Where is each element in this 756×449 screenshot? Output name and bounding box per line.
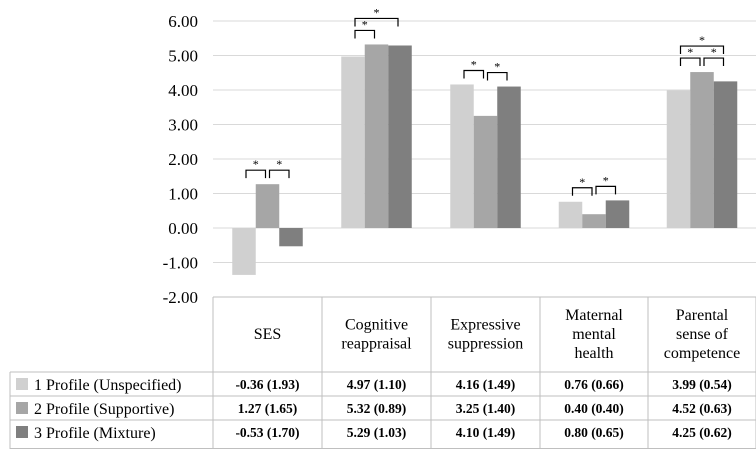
- bar: [473, 115, 498, 228]
- significance-bracket: [245, 169, 267, 179]
- significance-star: *: [253, 157, 259, 171]
- legend-swatch: [16, 378, 28, 390]
- bar: [364, 44, 389, 229]
- table-cell: 5.32 (0.89): [347, 401, 407, 416]
- bar: [279, 228, 303, 247]
- bar: [558, 201, 583, 228]
- significance-bracket: [463, 69, 485, 79]
- table-cell: 3.99 (0.54): [672, 377, 732, 392]
- legend-swatch: [16, 426, 28, 438]
- bar: [690, 72, 714, 228]
- bar: [666, 90, 691, 228]
- table-cell: 4.16 (1.49): [456, 377, 516, 392]
- row-label: 1 Profile (Unspecified): [34, 377, 182, 394]
- bar: [582, 214, 606, 228]
- table-cell: 4.10 (1.49): [456, 425, 516, 440]
- bar: [713, 81, 738, 228]
- significance-bracket: [354, 17, 399, 27]
- significance-star: *: [494, 60, 500, 74]
- significance-star: *: [374, 5, 380, 19]
- category-label: SES: [254, 326, 282, 343]
- category-label: health: [574, 345, 613, 362]
- significance-star: *: [471, 57, 477, 71]
- category-label: suppression: [448, 336, 524, 353]
- significance-star: *: [362, 17, 368, 31]
- data-table: SES Cognitive reappraisal Expressive suppres…: [9, 296, 756, 449]
- bar: [341, 56, 365, 228]
- y-tick-label: 6.00: [168, 12, 198, 31]
- table-cell: 5.29 (1.03): [347, 425, 407, 440]
- category-label: mental: [572, 326, 616, 343]
- significance-star: *: [603, 173, 609, 187]
- table-cell: -0.36 (1.93): [235, 377, 299, 392]
- table-cell: 3.25 (1.40): [456, 401, 516, 416]
- table-cell: 4.25 (0.62): [672, 425, 732, 440]
- bar: [450, 84, 474, 228]
- significance-bracket: [354, 29, 376, 39]
- significance-bracket: [679, 57, 701, 67]
- table-cell: 0.40 (0.40): [564, 401, 624, 416]
- category-label: Maternal: [565, 307, 623, 324]
- row-label: 2 Profile (Supportive): [34, 401, 174, 418]
- category-label: Cognitive: [345, 317, 408, 334]
- significance-bracket: [571, 187, 593, 196]
- y-tick-label: -1.00: [163, 254, 198, 273]
- legend-swatch: [16, 402, 28, 414]
- bar: [255, 184, 280, 228]
- y-tick-label: 4.00: [168, 81, 198, 100]
- table-cell: -0.53 (1.70): [235, 425, 299, 440]
- row-label: 3 Profile (Mixture): [34, 425, 156, 442]
- bars: [232, 44, 738, 275]
- significance-star: *: [579, 175, 585, 189]
- significance-star: *: [276, 157, 282, 171]
- significance-star: *: [711, 45, 717, 59]
- table-cell: 4.97 (1.10): [347, 377, 407, 392]
- bar: [605, 200, 630, 228]
- table-cell: 0.80 (0.65): [564, 425, 624, 440]
- y-tick-label: 5.00: [168, 47, 198, 66]
- table-cell: 4.52 (0.63): [672, 401, 732, 416]
- bar: [497, 86, 521, 228]
- y-tick-label: 0.00: [168, 219, 198, 238]
- significance-bracket: [703, 57, 725, 67]
- y-axis: 6.00 5.00 4.00 3.00 2.00 1.00 0.00 -1.00 -2.00: [163, 12, 198, 307]
- category-label: competence: [664, 345, 740, 362]
- significance-bracket: [595, 185, 617, 195]
- category-label: reappraisal: [341, 336, 412, 353]
- bar: [388, 45, 412, 229]
- significance-bracket: [486, 71, 508, 81]
- bar: [232, 228, 256, 275]
- significance-brackets: * * * * * * * * * * *: [245, 5, 725, 196]
- table-cell: 0.76 (0.66): [564, 377, 624, 392]
- significance-star: *: [699, 33, 705, 47]
- y-tick-label: 1.00: [168, 185, 198, 204]
- category-label: sense of: [676, 326, 729, 343]
- y-tick-label: -2.00: [163, 288, 198, 307]
- y-tick-label: 3.00: [168, 116, 198, 135]
- y-tick-label: 2.00: [168, 150, 198, 169]
- significance-bracket: [268, 169, 290, 179]
- table-cell: 1.27 (1.65): [238, 401, 298, 416]
- significance-star: *: [687, 45, 693, 59]
- category-label: Parental: [676, 307, 729, 324]
- category-label: Expressive: [450, 317, 520, 334]
- significance-bracket: [679, 45, 725, 55]
